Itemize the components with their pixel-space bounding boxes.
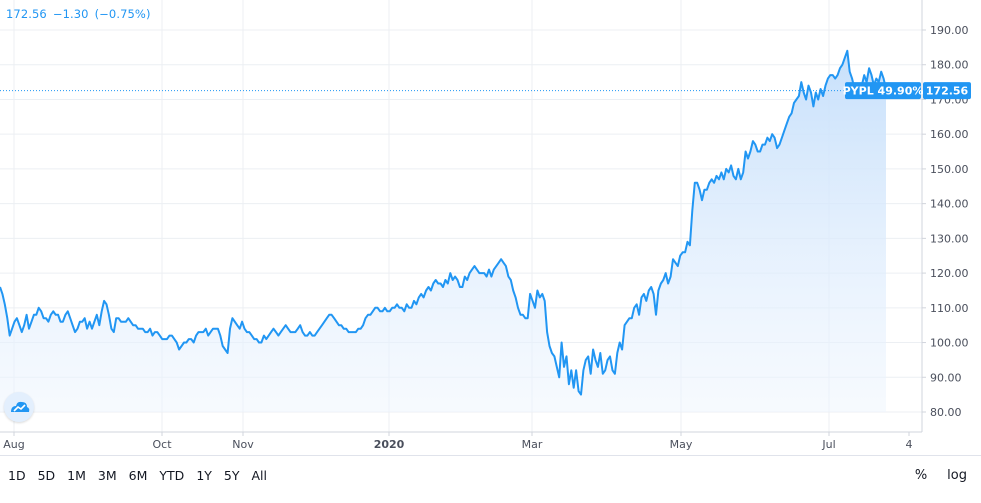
range-button-1m[interactable]: 1M <box>67 468 86 483</box>
cloud-chart-icon <box>11 401 30 412</box>
price-line-series <box>0 49 887 396</box>
y-tick-label: 120.00 <box>930 267 969 280</box>
header-change: −1.30 <box>52 7 89 21</box>
price-header: 172.56 −1.30 (−0.75%) <box>6 7 157 21</box>
range-button-1d[interactable]: 1D <box>8 468 26 483</box>
header-price: 172.56 <box>6 7 47 21</box>
x-tick-label: 4 <box>906 438 913 451</box>
symbol-label: PYPL 49.90% <box>843 85 924 98</box>
range-button-all[interactable]: All <box>251 468 268 483</box>
x-tick-label: Oct <box>152 438 172 451</box>
bottom-toolbar: 1D 5D 1M 3M 6M YTD 1Y 5Y All % log <box>0 455 981 503</box>
x-tick-label: Nov <box>232 438 254 451</box>
symbol-label-bg <box>845 82 921 100</box>
log-scale-button[interactable]: log <box>947 468 967 483</box>
last-price-tag: 172.56 <box>926 85 969 98</box>
percent-scale-button[interactable]: % <box>914 468 928 483</box>
y-tick-label: 150.00 <box>930 163 969 176</box>
y-tick-label: 100.00 <box>930 337 969 350</box>
x-tick-label: 2020 <box>374 438 405 451</box>
range-button-6m[interactable]: 6M <box>128 468 148 483</box>
range-button-5y[interactable]: 5Y <box>223 468 240 483</box>
range-button-1y[interactable]: 1Y <box>196 468 212 483</box>
last-price-tag-bg <box>923 82 971 100</box>
y-tick-label: 140.00 <box>930 198 969 211</box>
x-tick-label: May <box>670 438 693 451</box>
symbol-price-label: PYPL 49.90% 172.56 <box>843 82 971 100</box>
price-area-fill <box>0 50 886 413</box>
time-axis[interactable]: Aug Oct Nov 2020 Mar May Jul 4 <box>3 432 913 451</box>
y-tick-label: 190.00 <box>930 24 969 37</box>
range-button-3m[interactable]: 3M <box>97 468 117 483</box>
tradingview-cloud-icon[interactable] <box>4 392 34 422</box>
x-tick-label: Jul <box>821 438 835 451</box>
y-tick-label: 80.00 <box>930 406 962 419</box>
y-tick-label: 130.00 <box>930 232 969 245</box>
header-change-pct: (−0.75%) <box>94 7 151 21</box>
time-range-selector: 1D 5D 1M 3M 6M YTD 1Y 5Y All <box>8 468 279 483</box>
y-tick-label: 90.00 <box>930 371 962 384</box>
y-tick-label: 160.00 <box>930 128 969 141</box>
scale-controls: % log <box>895 468 967 483</box>
y-tick-label: 180.00 <box>930 59 969 72</box>
y-tick-label: 110.00 <box>930 302 969 315</box>
range-button-5d[interactable]: 5D <box>37 468 56 483</box>
price-axis[interactable]: 80.00 90.00 100.00 110.00 120.00 130.00 140.00… <box>922 24 969 419</box>
x-tick-label: Aug <box>3 438 24 451</box>
x-tick-label: Mar <box>522 438 543 451</box>
range-button-ytd[interactable]: YTD <box>159 468 185 483</box>
price-chart[interactable]: 80.00 90.00 100.00 110.00 120.00 130.00 140.00… <box>0 0 981 455</box>
